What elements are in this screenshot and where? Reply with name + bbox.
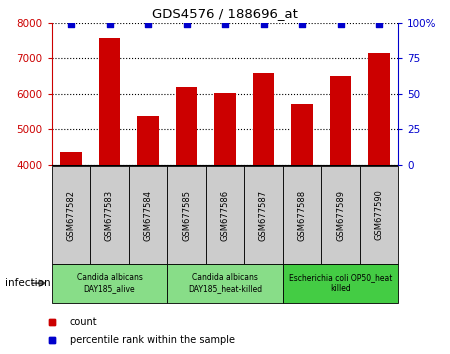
Bar <box>360 166 398 264</box>
Point <box>260 22 267 27</box>
Bar <box>137 116 158 306</box>
Text: percentile rank within the sample: percentile rank within the sample <box>70 335 235 345</box>
Bar <box>369 53 390 306</box>
Bar <box>321 166 360 264</box>
Text: GSM677590: GSM677590 <box>374 190 383 240</box>
Bar <box>283 264 398 303</box>
Bar <box>244 166 283 264</box>
Point <box>375 22 382 27</box>
Text: GSM677589: GSM677589 <box>336 189 345 241</box>
Bar <box>60 152 81 306</box>
Text: GSM677587: GSM677587 <box>259 189 268 241</box>
Text: GSM677583: GSM677583 <box>105 189 114 241</box>
Bar <box>99 38 120 306</box>
Text: Candida albicans
DAY185_heat-killed: Candida albicans DAY185_heat-killed <box>188 274 262 293</box>
Point <box>298 22 306 27</box>
Text: infection: infection <box>4 278 50 288</box>
Bar <box>52 264 167 303</box>
Bar <box>292 104 313 306</box>
Bar <box>52 166 90 264</box>
Title: GDS4576 / 188696_at: GDS4576 / 188696_at <box>152 7 298 21</box>
Text: GSM677586: GSM677586 <box>220 189 230 241</box>
Point <box>221 22 229 27</box>
Point <box>68 22 75 27</box>
Point <box>144 22 152 27</box>
Bar <box>214 93 236 306</box>
Text: GSM677588: GSM677588 <box>297 189 306 241</box>
Bar <box>253 73 274 306</box>
Bar <box>283 166 321 264</box>
Text: Candida albicans
DAY185_alive: Candida albicans DAY185_alive <box>76 274 143 293</box>
Text: Escherichia coli OP50_heat
killed: Escherichia coli OP50_heat killed <box>289 274 392 293</box>
Text: GSM677585: GSM677585 <box>182 189 191 241</box>
Text: count: count <box>70 317 97 327</box>
Bar <box>167 264 283 303</box>
Bar <box>176 87 197 306</box>
Bar <box>90 166 129 264</box>
Text: GSM677584: GSM677584 <box>144 189 153 241</box>
Point <box>183 22 190 27</box>
Bar <box>129 166 167 264</box>
Point <box>337 22 344 27</box>
Bar <box>206 166 244 264</box>
Bar <box>330 76 351 306</box>
Point <box>106 22 113 27</box>
Text: GSM677582: GSM677582 <box>67 189 76 241</box>
Bar <box>167 166 206 264</box>
